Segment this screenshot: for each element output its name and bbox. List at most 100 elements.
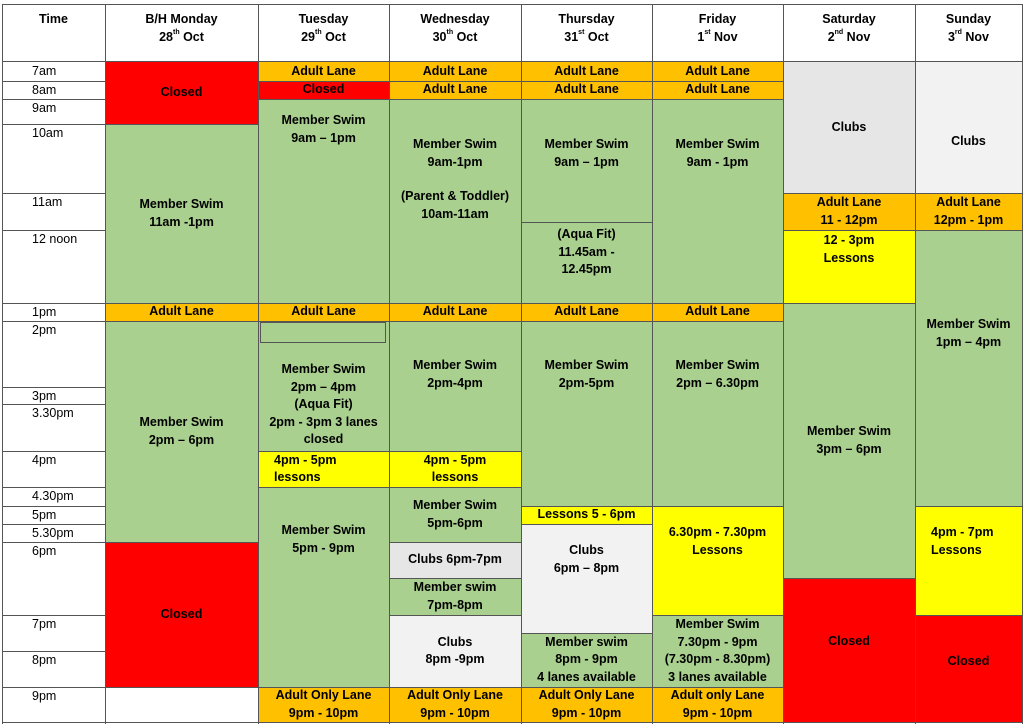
cell-mon-adult-1pm: Adult Lane bbox=[105, 303, 258, 321]
cell-tue-adult-1pm: Adult Lane bbox=[258, 303, 389, 321]
cell-fri-member-eve: Member Swim 7.30pm - 9pm (7.30pm - 8.30pm)… bbox=[652, 615, 783, 687]
cell-text: (Aqua Fit) bbox=[557, 227, 616, 241]
grid-hline bbox=[652, 99, 784, 100]
cell-text: Adult Lane bbox=[291, 304, 356, 319]
header-sunday-date: 3rd Nov bbox=[915, 28, 1022, 46]
grid-hline bbox=[521, 506, 653, 507]
cell-sun-member: Member Swim 1pm – 4pm bbox=[915, 230, 1022, 506]
grid-hline bbox=[2, 387, 106, 388]
cell-thu-member-8: Member swim 8pm - 9pm 4 lanes available bbox=[521, 633, 652, 687]
cell-text: 2pm – 4pm bbox=[290, 379, 357, 394]
date-suffix: nd bbox=[834, 29, 844, 36]
cell-text: Lessons bbox=[823, 250, 875, 265]
grid-hline bbox=[2, 81, 106, 82]
cell-text: Adult Lane bbox=[685, 304, 750, 319]
grid-hline bbox=[389, 451, 522, 452]
cell-text: 8pm -9pm bbox=[425, 652, 485, 666]
grid-hline bbox=[105, 687, 259, 688]
grid-hline bbox=[2, 687, 106, 688]
grid-hline bbox=[915, 193, 1023, 194]
grid-hline bbox=[2, 615, 106, 616]
time-label: 9pm bbox=[32, 689, 57, 703]
grid-hline bbox=[2, 404, 106, 405]
header-time: Time bbox=[2, 4, 105, 61]
date-month: Nov bbox=[710, 30, 738, 44]
cell-text: 8pm - 9pm bbox=[555, 652, 618, 667]
cell-text: 10am-11am bbox=[421, 206, 489, 221]
header-tuesday-day: Tuesday bbox=[298, 12, 349, 26]
cell-text: 4pm - 5pm bbox=[423, 452, 487, 467]
grid-vline bbox=[915, 4, 916, 724]
grid-hline bbox=[2, 4, 1023, 5]
cell-sun-lessons: 4pm - 7pm Lessons bbox=[915, 506, 1022, 615]
cell-text: 2pm-4pm bbox=[427, 375, 483, 390]
cell-text: Member Swim bbox=[281, 113, 366, 127]
grid-hline bbox=[915, 722, 1023, 723]
grid-hline bbox=[258, 722, 390, 723]
time-label: 8am bbox=[32, 83, 57, 97]
cell-text: 11am -1pm bbox=[149, 214, 214, 229]
cell-text: Adult Lane bbox=[422, 63, 488, 78]
grid-hline bbox=[521, 687, 653, 688]
date-number: 2 bbox=[827, 30, 835, 44]
header-friday-date: 1st Nov bbox=[652, 28, 783, 46]
cell-sat-clubs: Clubs bbox=[783, 62, 915, 193]
cell-text: Adult Lane bbox=[291, 63, 356, 78]
time-label: 6pm bbox=[32, 544, 57, 558]
cell-text: 11 - 12pm bbox=[820, 212, 878, 227]
grid-hline bbox=[521, 321, 653, 322]
cell-sun-adult-12: Adult Lane 12pm - 1pm bbox=[915, 193, 1022, 230]
cell-sat-member: Member Swim 3pm – 6pm bbox=[783, 303, 915, 578]
grid-vline bbox=[652, 4, 653, 724]
grid-hline bbox=[652, 81, 784, 82]
cell-wed-lessons-4: 4pm - 5pm lessons bbox=[389, 451, 521, 487]
cell-text: Member Swim bbox=[139, 415, 224, 429]
cell-sun-closed: Closed bbox=[915, 615, 1022, 722]
cell-wed-member-am: Member Swim 9am-1pm (Parent & Toddler) 10am… bbox=[389, 99, 521, 303]
cell-text: Adult Lane bbox=[554, 304, 619, 319]
date-suffix: st bbox=[578, 29, 585, 36]
cell-text: Adult Lane bbox=[422, 304, 488, 319]
grid-hline bbox=[389, 687, 522, 688]
cell-text: 11.45am - bbox=[558, 244, 615, 259]
cell-wed-adult-8: Adult Lane bbox=[389, 81, 521, 99]
cell-text: 9pm - 10pm bbox=[682, 705, 753, 720]
grid-vline bbox=[389, 4, 390, 724]
header-tuesday: Tuesday 29th Oct bbox=[258, 4, 389, 61]
grid-hline bbox=[2, 321, 106, 322]
cell-text: Lessons bbox=[931, 542, 982, 557]
grid-hline bbox=[258, 487, 390, 488]
cell-text: Member Swim bbox=[139, 197, 224, 211]
cell-tue-adult-7: Adult Lane bbox=[258, 62, 389, 81]
cell-text: Clubs bbox=[951, 134, 986, 148]
grid-hline bbox=[2, 451, 106, 452]
cell-text: Clubs 6pm-7pm bbox=[408, 552, 502, 567]
grid-hline bbox=[2, 193, 106, 194]
grid-hline bbox=[2, 303, 106, 304]
grid-hline bbox=[2, 506, 106, 507]
cell-thu-adult-only: Adult Only Lane 9pm - 10pm bbox=[521, 687, 652, 722]
grid-hline bbox=[521, 81, 653, 82]
grid-hline bbox=[521, 524, 653, 525]
cell-text: 3pm – 6pm bbox=[816, 441, 882, 456]
grid-hline bbox=[105, 124, 259, 125]
time-label: 1pm bbox=[32, 305, 57, 319]
cell-mon-closed-pm: Closed bbox=[105, 542, 258, 687]
grid-hline bbox=[389, 578, 522, 579]
date-number: 30 bbox=[432, 30, 447, 44]
cell-wed-member-5: Member Swim 5pm-6pm bbox=[389, 487, 521, 542]
grid-hline bbox=[652, 615, 784, 616]
cell-text: 2pm-5pm bbox=[558, 375, 615, 390]
grid-hline bbox=[915, 615, 1023, 616]
date-suffix: th bbox=[446, 29, 454, 36]
header-friday: Friday 1st Nov bbox=[652, 4, 783, 61]
cell-text: Adult Lane bbox=[422, 82, 488, 97]
grid-hline bbox=[2, 99, 106, 100]
header-monday-date: 28th Oct bbox=[105, 28, 258, 46]
cell-wed-member-7: Member swim 7pm-8pm bbox=[389, 578, 521, 615]
cell-text: Clubs bbox=[569, 543, 604, 557]
time-label: 4pm bbox=[32, 453, 57, 467]
cell-thu-member-am: Member Swim 9am – 1pm bbox=[521, 99, 652, 222]
cell-text: Adult Lane bbox=[816, 195, 882, 209]
